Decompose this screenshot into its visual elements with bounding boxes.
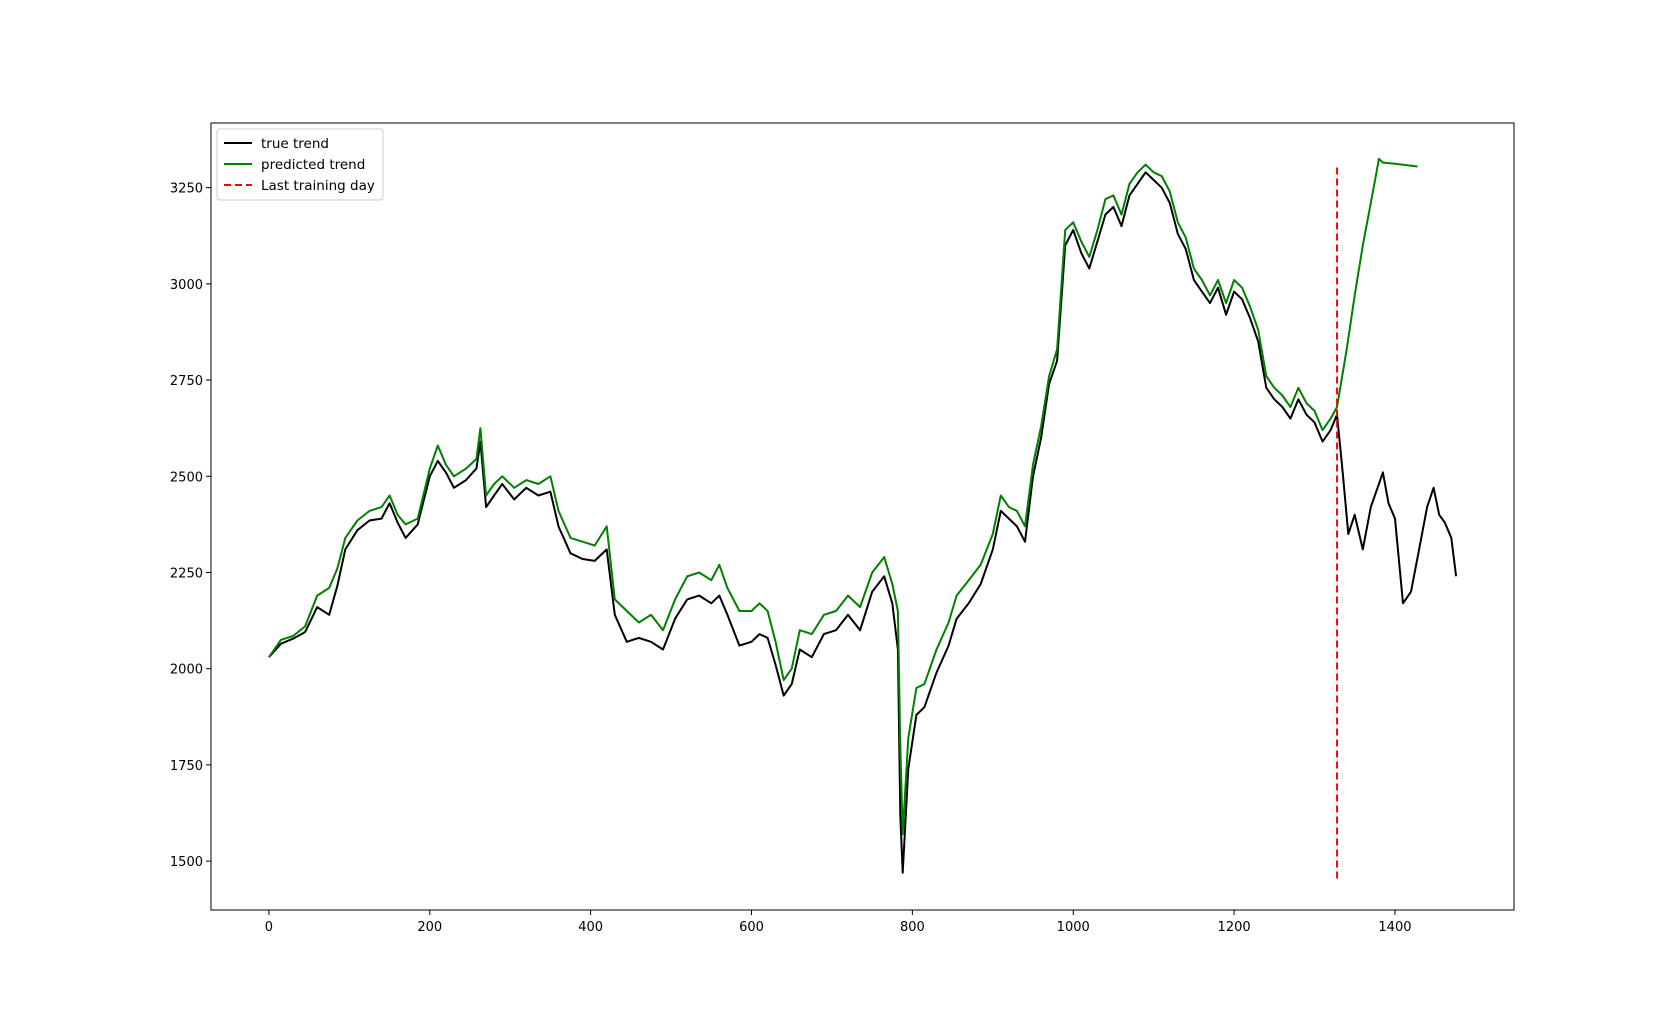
y-axis: 1500 1750 2000 2250 2500 2750 3000 3250 bbox=[170, 182, 211, 870]
legend: true trend predicted trend Last training d… bbox=[216, 128, 384, 201]
x-tick-label: 1000 bbox=[1057, 920, 1090, 935]
legend-box bbox=[216, 128, 384, 201]
series-layer bbox=[268, 157, 1458, 879]
y-tick-label: 2750 bbox=[170, 374, 203, 389]
y-tick-label: 3000 bbox=[170, 278, 203, 293]
y-tick-label: 1750 bbox=[170, 759, 203, 774]
x-tick-label: 400 bbox=[578, 920, 603, 935]
legend-label-last-training-day: Last training day bbox=[261, 178, 375, 194]
y-tick-label: 1500 bbox=[170, 855, 203, 870]
series-line-true-trend bbox=[268, 171, 1458, 874]
x-tick-label: 600 bbox=[739, 920, 764, 935]
x-tick-label: 0 bbox=[265, 920, 273, 935]
series-line-predicted-trend bbox=[268, 157, 1418, 836]
y-tick-label: 2250 bbox=[170, 566, 203, 581]
x-tick-label: 1400 bbox=[1378, 920, 1411, 935]
x-axis: 0 200 400 600 800 1000 1200 1400 bbox=[265, 910, 1412, 935]
x-tick-label: 1200 bbox=[1218, 920, 1251, 935]
y-tick-label: 3250 bbox=[170, 182, 203, 197]
x-tick-label: 800 bbox=[900, 920, 925, 935]
plot-area-frame bbox=[210, 122, 1515, 911]
y-tick-label: 2500 bbox=[170, 470, 203, 485]
legend-label-true-trend: true trend bbox=[261, 136, 329, 152]
legend-label-predicted-trend: predicted trend bbox=[261, 157, 365, 173]
y-tick-label: 2000 bbox=[170, 663, 203, 678]
x-tick-label: 200 bbox=[417, 920, 442, 935]
